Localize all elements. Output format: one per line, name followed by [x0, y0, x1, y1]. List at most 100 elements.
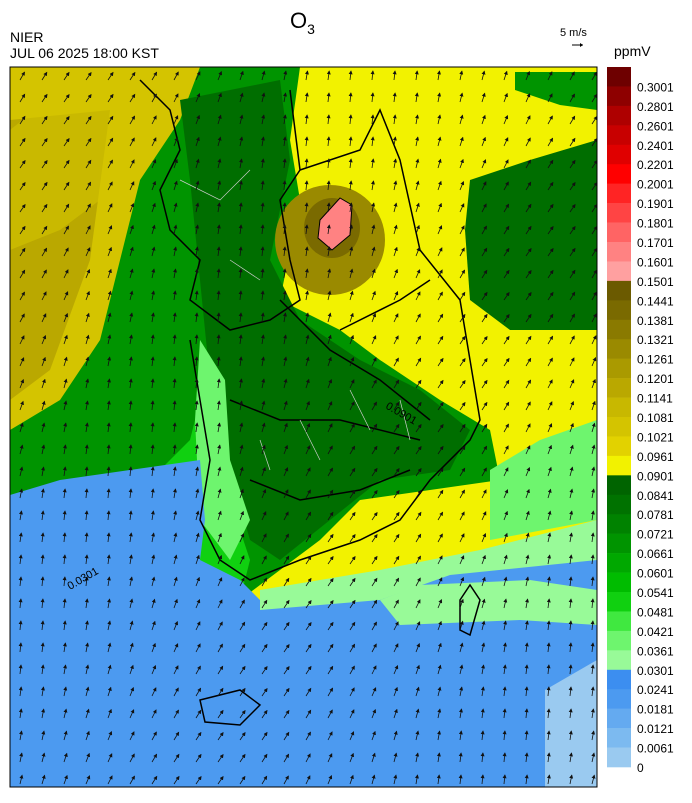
- wind-arrow: [19, 422, 24, 433]
- wind-arrow: [569, 488, 574, 499]
- wind-arrow: [503, 70, 508, 81]
- wind-arrow: [195, 598, 201, 609]
- wind-arrow: [194, 334, 199, 345]
- wind-arrow: [173, 115, 179, 125]
- wind-arrow: [458, 774, 463, 785]
- wind-arrow: [480, 686, 485, 697]
- wind-arrow: [150, 466, 155, 477]
- wind-arrow: [283, 444, 288, 455]
- wind-arrow: [85, 93, 92, 103]
- wind-arrow: [568, 708, 573, 719]
- wind-arrow: [569, 422, 574, 433]
- wind-arrow: [19, 269, 26, 279]
- wind-arrow: [569, 181, 576, 191]
- wind-arrow: [261, 599, 268, 609]
- colorbar-label: 0.1141: [637, 392, 673, 406]
- wind-arrow: [349, 290, 354, 301]
- wind-arrow: [590, 554, 595, 565]
- wind-arrow: [326, 180, 331, 191]
- wind-arrow: [305, 753, 311, 763]
- colorbar-swatch: [607, 280, 631, 301]
- wind-arrow: [591, 269, 597, 279]
- colorbar-swatch: [607, 417, 631, 437]
- wind-arrow: [261, 400, 266, 411]
- wind-arrow: [480, 774, 485, 785]
- wind-arrow: [283, 687, 290, 697]
- colorbar-label: 0.0301: [637, 664, 674, 678]
- wind-arrow: [84, 466, 89, 477]
- wind-arrow: [283, 709, 290, 719]
- wind-arrow: [261, 92, 266, 103]
- colorbar-swatch: [607, 455, 631, 476]
- wind-arrow: [40, 510, 45, 521]
- wind-arrow: [546, 752, 551, 763]
- wind-arrow: [546, 730, 551, 741]
- colorbar-swatch: [607, 203, 631, 223]
- wind-arrow: [591, 203, 597, 213]
- wind-arrow: [327, 312, 332, 323]
- wind-arrow: [349, 577, 356, 587]
- wind-arrow: [481, 532, 487, 543]
- wind-arrow: [305, 422, 311, 433]
- wind-arrow: [261, 511, 267, 521]
- wind-arrow: [568, 686, 573, 697]
- wind-arrow: [459, 555, 465, 565]
- wind-arrow: [41, 247, 48, 257]
- wind-arrow: [327, 577, 334, 587]
- vector-scale-head: [580, 43, 583, 47]
- wind-arrow: [547, 247, 554, 257]
- wind-arrow: [327, 334, 332, 345]
- wind-arrow: [546, 664, 551, 675]
- wind-arrow: [19, 137, 26, 147]
- wind-arrow: [217, 731, 224, 741]
- colorbar-label: 0.1021: [637, 430, 674, 444]
- wind-arrow: [524, 686, 529, 697]
- wind-arrow: [260, 202, 265, 213]
- wind-arrow: [305, 555, 312, 565]
- wind-arrow: [437, 664, 442, 675]
- wind-arrow: [19, 93, 26, 103]
- wind-arrow: [502, 708, 507, 719]
- wind-arrow: [327, 665, 334, 675]
- wind-arrow: [415, 136, 420, 147]
- wind-arrow: [393, 643, 399, 653]
- wind-arrow: [19, 335, 25, 345]
- wind-arrow: [459, 291, 466, 301]
- wind-arrow: [173, 753, 180, 763]
- wind-arrow: [393, 158, 398, 169]
- wind-arrow: [283, 775, 289, 785]
- wind-arrow: [194, 268, 199, 279]
- wind-arrow: [503, 137, 509, 147]
- wind-arrow: [107, 664, 112, 675]
- wind-arrow: [216, 356, 221, 367]
- wind-arrow: [415, 599, 421, 609]
- wind-arrow: [239, 577, 245, 587]
- wind-arrow: [525, 269, 532, 279]
- wind-arrow: [41, 181, 48, 191]
- wind-arrow: [525, 291, 532, 301]
- wind-arrow: [216, 400, 221, 411]
- wind-arrow: [415, 445, 422, 455]
- wind-arrow: [19, 247, 26, 257]
- wind-arrow: [63, 93, 70, 103]
- wind-arrow: [547, 203, 554, 213]
- wind-arrow: [19, 181, 26, 191]
- colorbar-label: 0.1901: [637, 197, 674, 211]
- wind-arrow: [481, 114, 486, 125]
- wind-arrow: [393, 379, 400, 389]
- wind-arrow: [63, 730, 68, 741]
- wind-arrow: [195, 643, 201, 653]
- wind-arrow: [172, 290, 177, 301]
- wind-arrow: [260, 312, 265, 323]
- wind-arrow: [261, 356, 266, 367]
- wind-arrow: [62, 444, 67, 455]
- wind-arrow: [348, 92, 353, 103]
- wind-arrow: [304, 114, 309, 125]
- wind-arrow: [238, 356, 243, 367]
- colorbar-label: 0.0361: [637, 644, 674, 658]
- wind-arrow: [261, 665, 268, 675]
- wind-arrow: [18, 598, 23, 609]
- wind-arrow: [481, 159, 487, 169]
- wind-arrow: [393, 621, 399, 631]
